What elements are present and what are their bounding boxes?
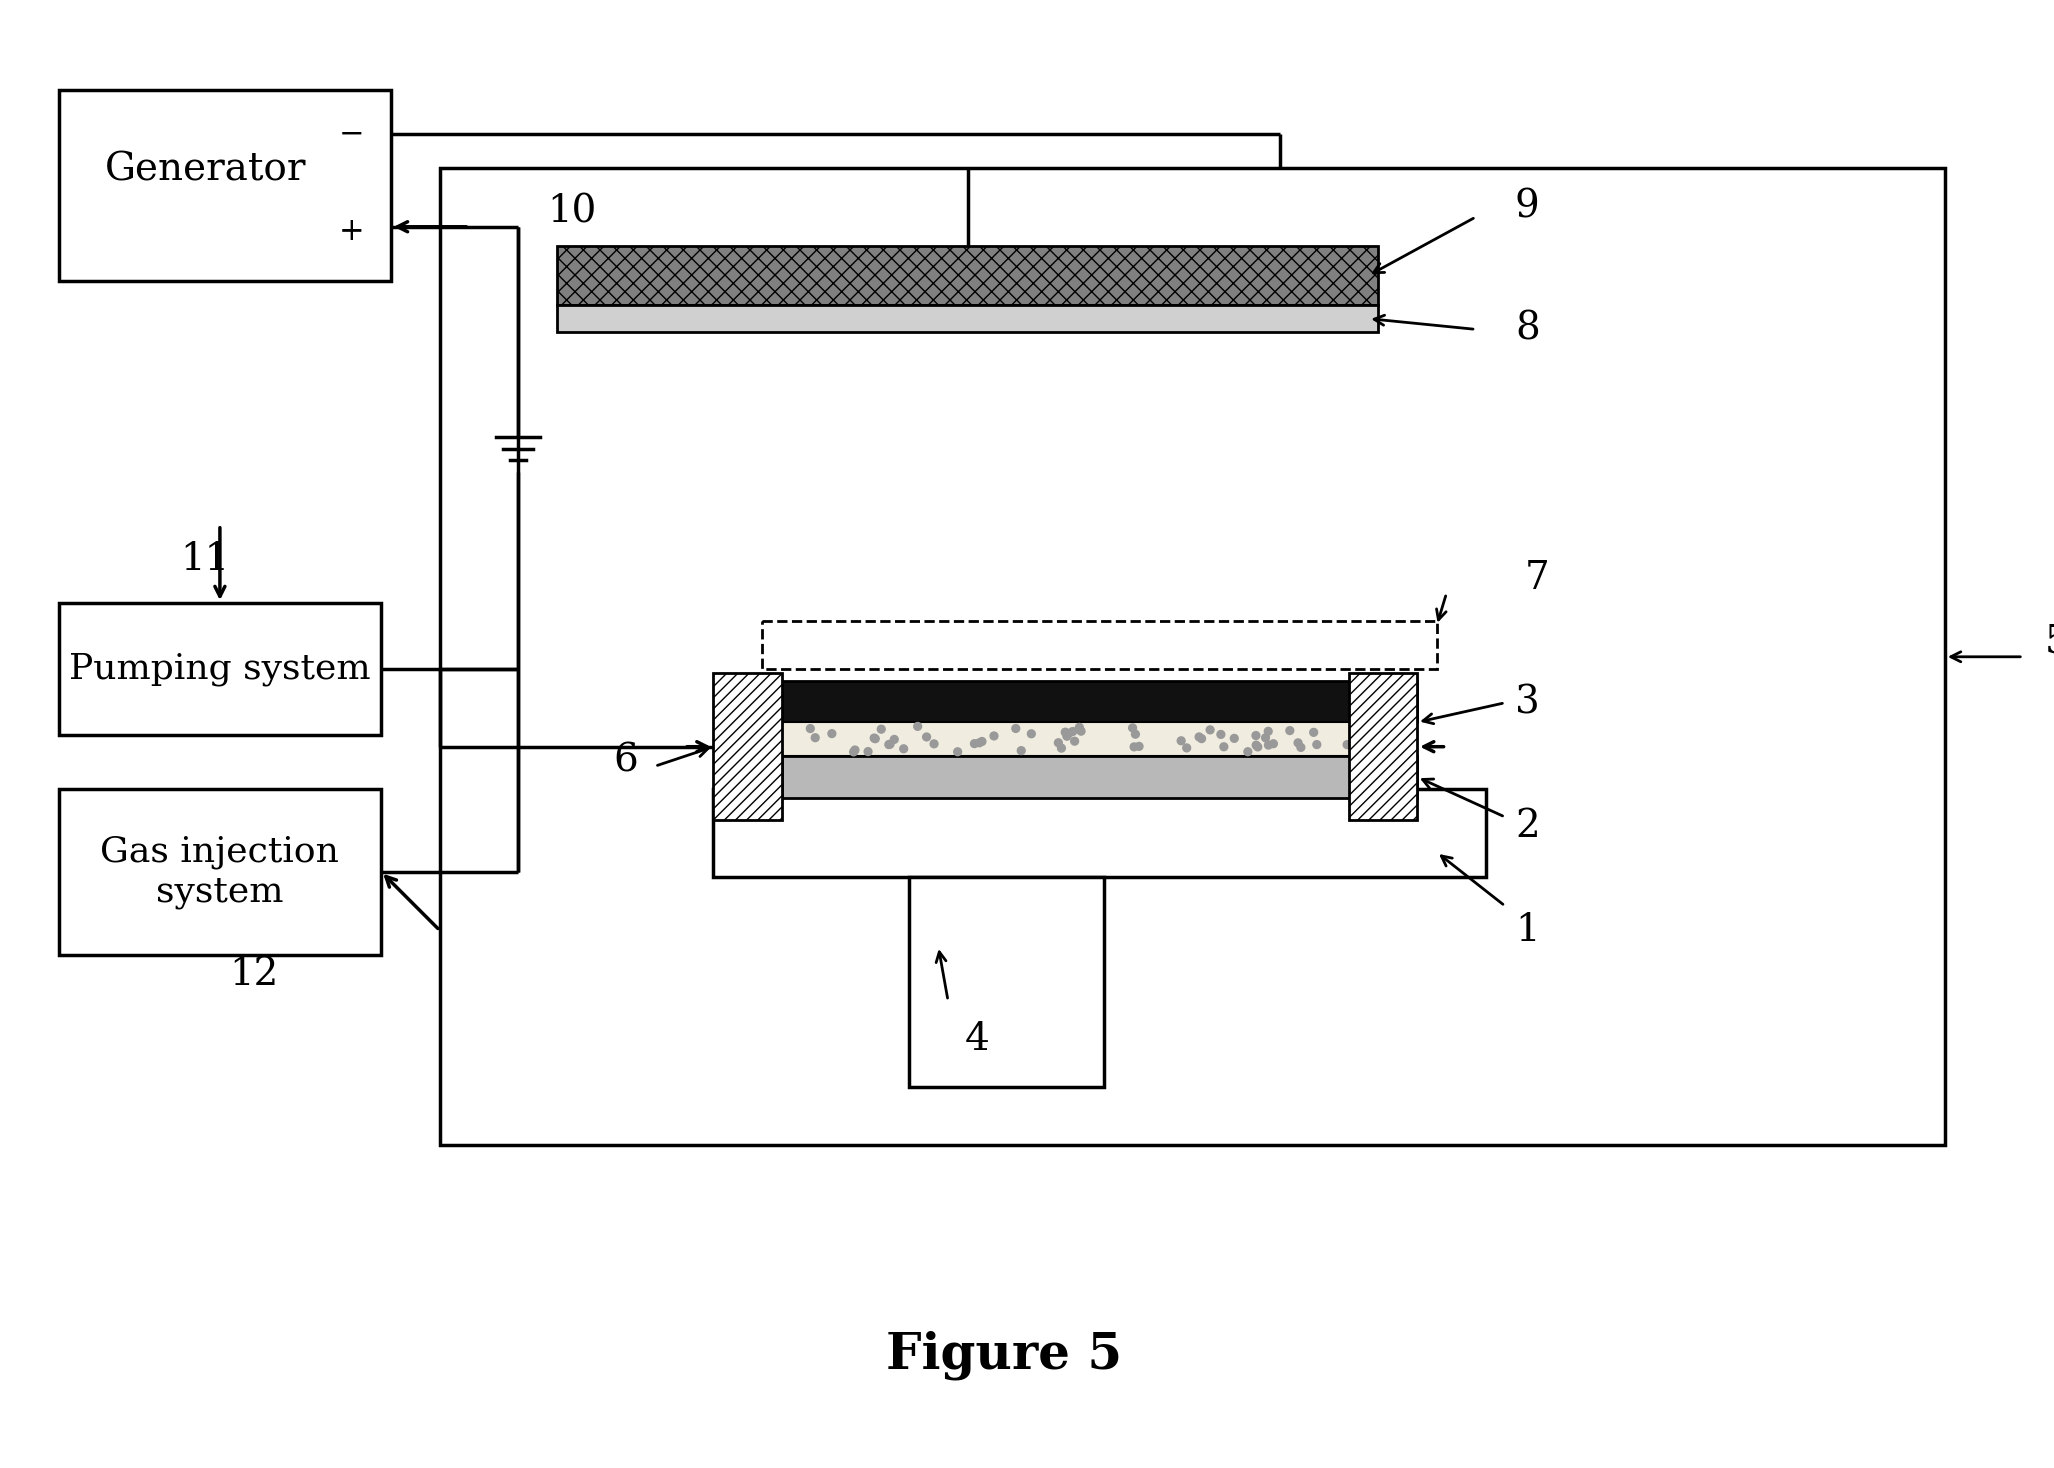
Circle shape: [1343, 741, 1352, 749]
Circle shape: [1070, 737, 1078, 746]
Circle shape: [1296, 743, 1304, 752]
Circle shape: [1380, 746, 1389, 753]
Circle shape: [1195, 733, 1204, 741]
Text: 12: 12: [230, 956, 279, 992]
Text: 4: 4: [965, 1022, 990, 1058]
Circle shape: [877, 725, 885, 733]
Circle shape: [1265, 741, 1271, 749]
Circle shape: [990, 733, 998, 740]
Circle shape: [889, 735, 898, 743]
Circle shape: [1068, 728, 1076, 735]
Circle shape: [1216, 731, 1224, 738]
Circle shape: [1245, 747, 1251, 756]
Circle shape: [871, 735, 879, 743]
Circle shape: [1177, 737, 1185, 744]
Text: Pumping system: Pumping system: [70, 652, 370, 686]
Text: 9: 9: [1516, 189, 1540, 226]
Bar: [557, 305, 1378, 332]
Bar: [783, 722, 1417, 756]
Text: Figure 5: Figure 5: [885, 1331, 1121, 1380]
Text: −: −: [339, 119, 366, 150]
Bar: [60, 603, 382, 735]
Circle shape: [1027, 730, 1035, 738]
Circle shape: [914, 722, 922, 730]
Circle shape: [850, 749, 857, 756]
Circle shape: [1064, 730, 1072, 737]
Circle shape: [1261, 734, 1269, 741]
Circle shape: [828, 730, 836, 737]
Circle shape: [1269, 740, 1278, 747]
Circle shape: [850, 746, 859, 755]
Circle shape: [1132, 730, 1140, 738]
Text: 10: 10: [546, 194, 598, 230]
Bar: [557, 247, 1378, 305]
Circle shape: [811, 734, 820, 741]
Circle shape: [1220, 743, 1228, 750]
Circle shape: [1253, 741, 1259, 749]
Bar: [60, 90, 390, 280]
Circle shape: [1130, 724, 1136, 731]
Circle shape: [1076, 727, 1085, 735]
Circle shape: [871, 734, 879, 741]
Circle shape: [807, 725, 813, 733]
Circle shape: [1313, 741, 1321, 749]
Circle shape: [953, 747, 961, 756]
Bar: [1349, 674, 1417, 821]
Circle shape: [1076, 724, 1082, 731]
Circle shape: [1017, 747, 1025, 755]
Circle shape: [976, 738, 984, 747]
Circle shape: [865, 747, 873, 756]
Circle shape: [1286, 727, 1294, 734]
Text: 2: 2: [1516, 809, 1540, 846]
Text: 6: 6: [614, 743, 639, 780]
Circle shape: [1058, 744, 1066, 752]
Circle shape: [972, 740, 978, 747]
Circle shape: [1183, 744, 1191, 752]
Circle shape: [885, 740, 893, 749]
Circle shape: [1062, 728, 1070, 735]
Circle shape: [922, 733, 930, 741]
Circle shape: [1310, 728, 1317, 737]
Circle shape: [885, 741, 893, 749]
Circle shape: [1230, 734, 1239, 743]
Circle shape: [1130, 743, 1138, 750]
Circle shape: [1197, 734, 1206, 743]
Circle shape: [1206, 727, 1214, 734]
Text: 8: 8: [1516, 311, 1540, 348]
Circle shape: [978, 737, 986, 746]
Text: 11: 11: [181, 540, 230, 577]
Bar: [783, 756, 1417, 797]
Text: 1: 1: [1516, 912, 1540, 948]
Bar: [762, 621, 1436, 669]
Bar: [440, 169, 1945, 1145]
Text: 5: 5: [2046, 624, 2054, 661]
Text: 7: 7: [1524, 561, 1549, 597]
Text: +: +: [339, 216, 366, 247]
Bar: [60, 788, 382, 954]
Circle shape: [1265, 728, 1271, 735]
Circle shape: [1253, 731, 1259, 740]
Circle shape: [1013, 725, 1019, 733]
Circle shape: [1294, 738, 1302, 747]
Circle shape: [1054, 738, 1062, 747]
Circle shape: [900, 744, 908, 753]
Text: Generator: Generator: [105, 151, 306, 188]
Text: Gas injection
system: Gas injection system: [101, 835, 339, 909]
Text: 3: 3: [1516, 684, 1540, 721]
Bar: [713, 674, 783, 821]
Bar: [910, 876, 1105, 1086]
Circle shape: [1253, 743, 1261, 750]
Circle shape: [1064, 733, 1070, 740]
Circle shape: [930, 740, 939, 747]
Bar: [783, 681, 1417, 722]
Circle shape: [1136, 743, 1142, 750]
Bar: [713, 788, 1485, 876]
